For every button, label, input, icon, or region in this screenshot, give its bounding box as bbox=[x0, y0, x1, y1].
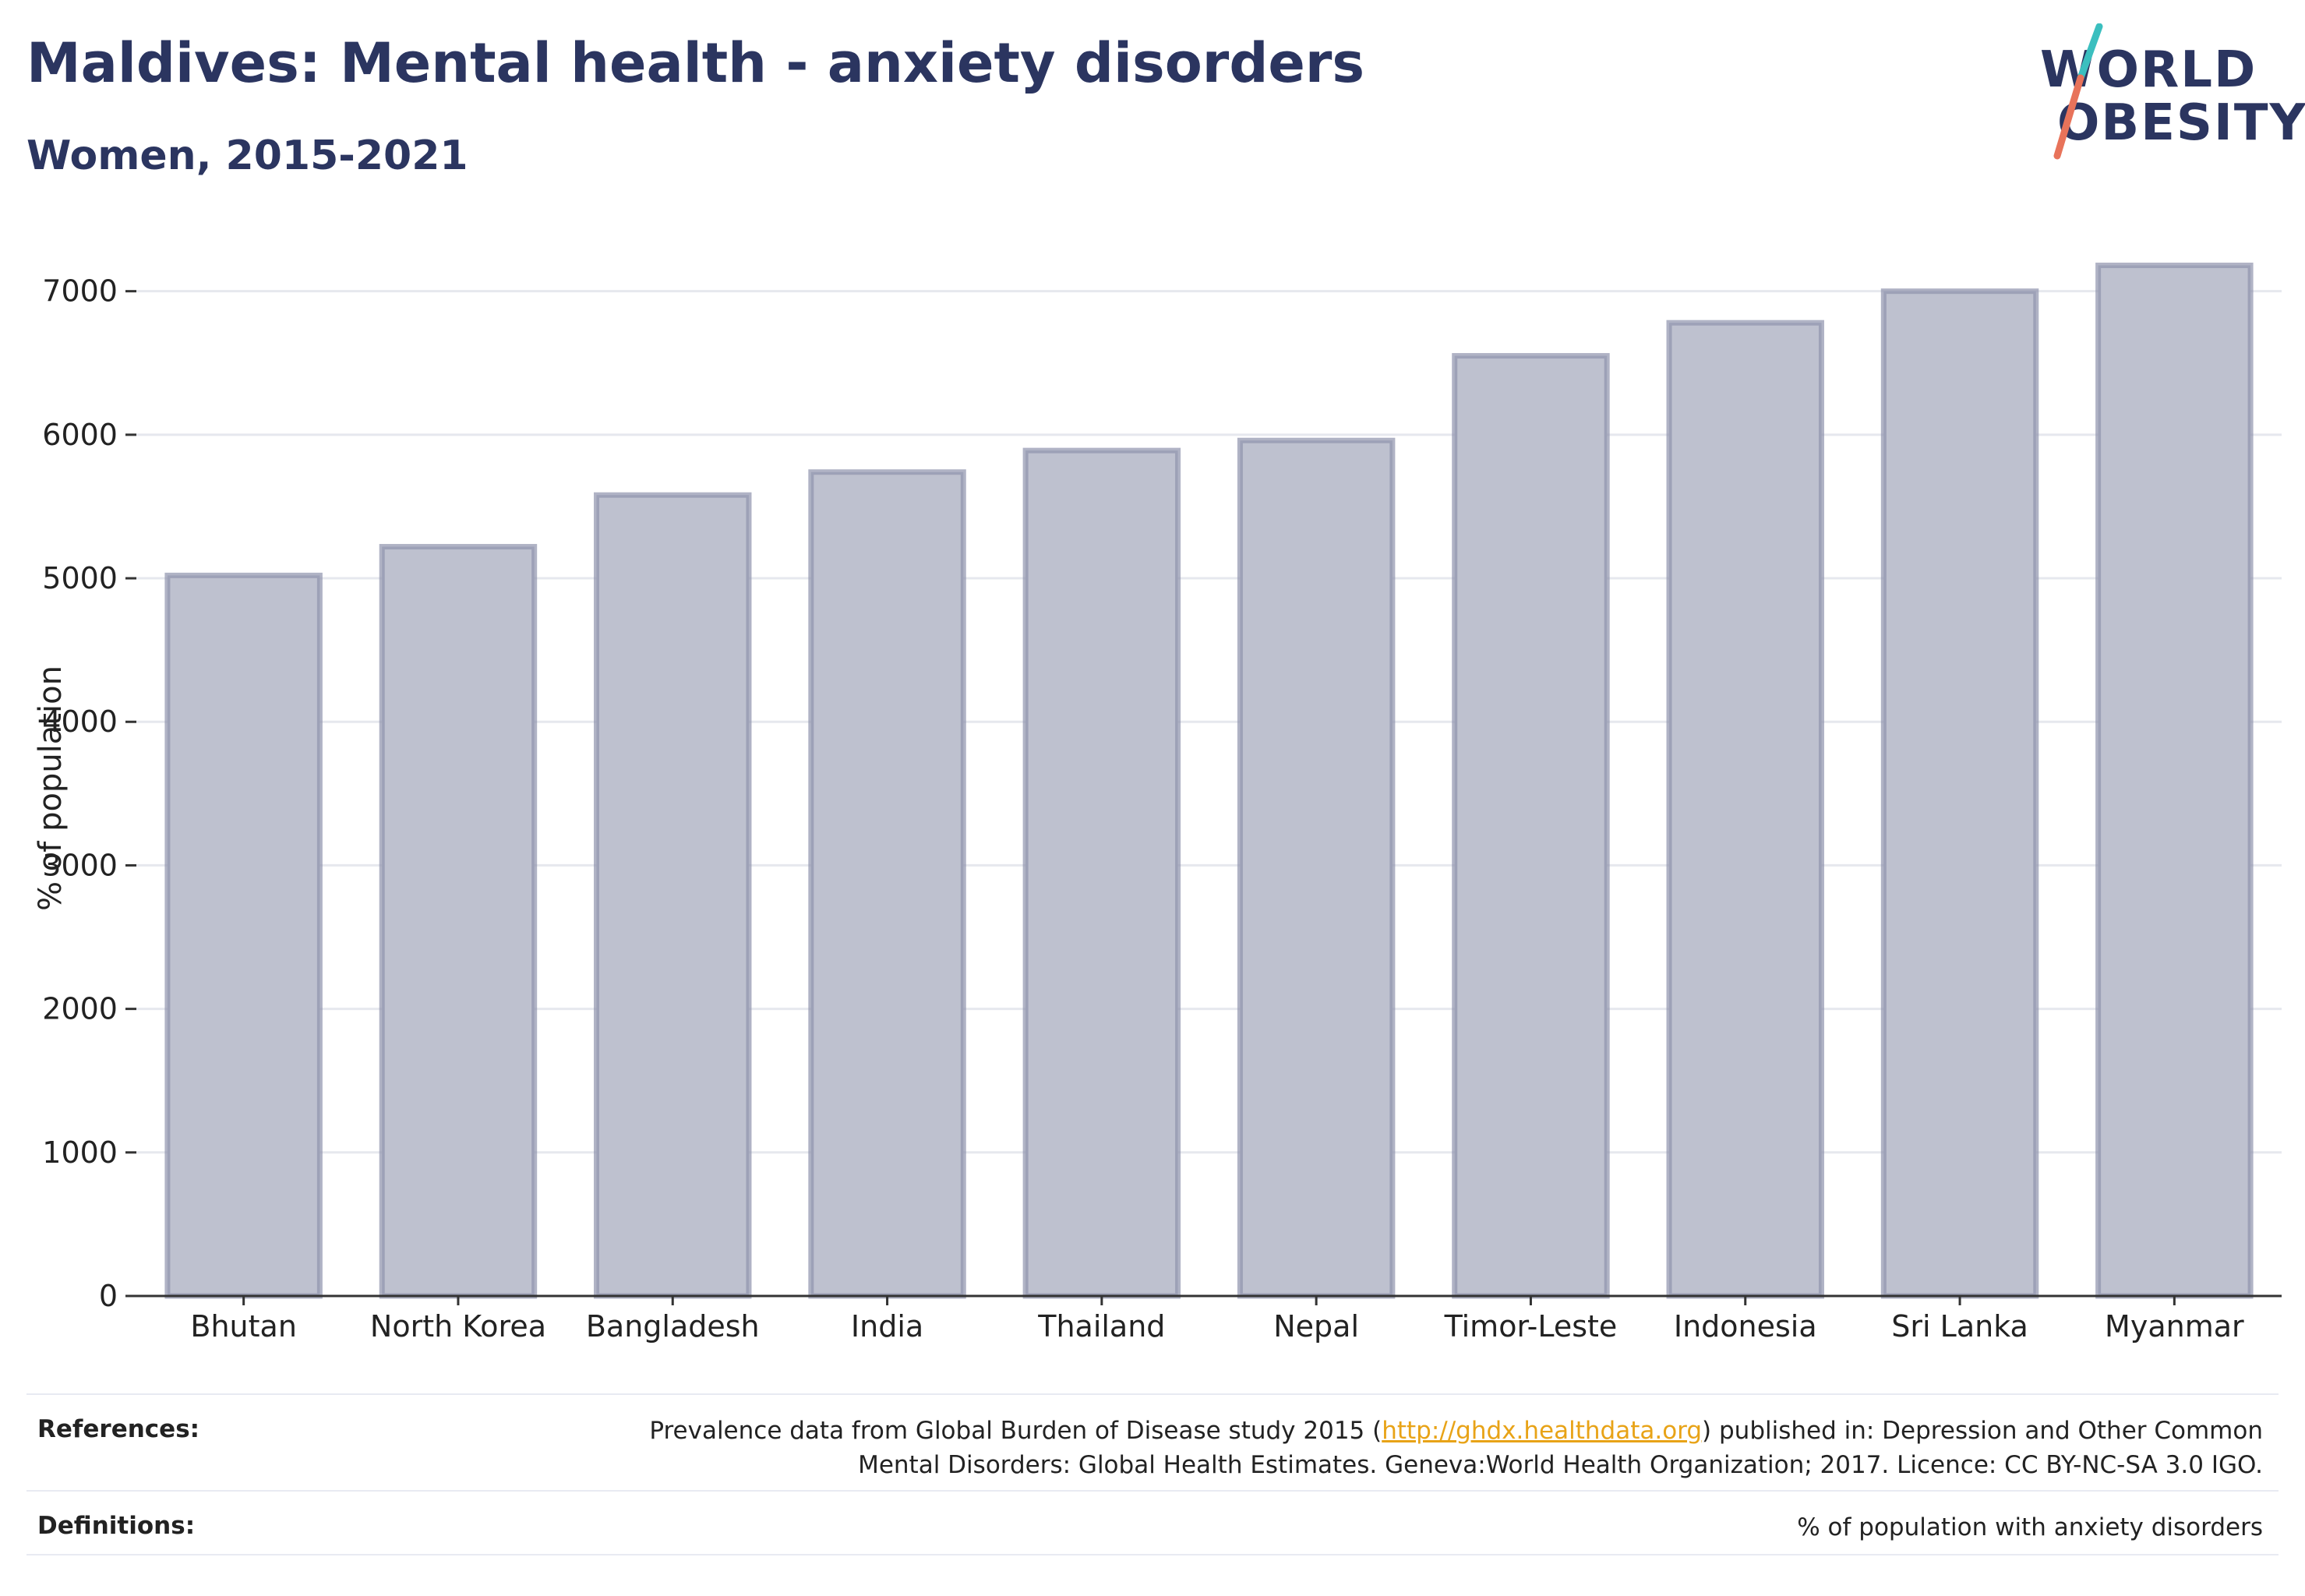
bar-indonesia[interactable] bbox=[1666, 320, 1824, 1299]
bar-myanmar[interactable] bbox=[2095, 263, 2254, 1299]
x-tick-label: Nepal bbox=[1273, 1309, 1359, 1344]
definitions-section: Definitions: % of population with anxiet… bbox=[26, 1496, 2279, 1551]
bar-chart: 0 1000 2000 3000 4000 5000 6000 7000 Bhutan North… bbox=[33, 263, 2282, 1344]
y-axis-label: % of population bbox=[33, 666, 69, 911]
footer-divider-bottom bbox=[26, 1554, 2279, 1555]
bars bbox=[164, 263, 2254, 1299]
footer-divider-middle bbox=[26, 1490, 2279, 1492]
x-tick-label: Bhutan bbox=[190, 1309, 297, 1344]
x-tick-label: Sri Lanka bbox=[1891, 1309, 2028, 1344]
bar-bhutan[interactable] bbox=[164, 572, 323, 1299]
bar-india[interactable] bbox=[808, 469, 966, 1299]
y-tick-label: 1000 bbox=[42, 1135, 118, 1170]
bar-north-korea[interactable] bbox=[379, 544, 538, 1299]
references-text-before: Prevalence data from Global Burden of Di… bbox=[649, 1417, 1382, 1445]
references-text-after: ) published in: Depression and Other Com… bbox=[1702, 1417, 2263, 1445]
references-section: References: Prevalence data from Global … bbox=[26, 1403, 2279, 1488]
y-tick-label: 7000 bbox=[42, 274, 118, 309]
definitions-label: Definitions: bbox=[37, 1512, 196, 1540]
references-text-line2: Mental Disorders: Global Health Estimate… bbox=[858, 1451, 2263, 1479]
bar-bangladesh[interactable] bbox=[594, 492, 752, 1299]
y-tick-label: 0 bbox=[99, 1279, 118, 1313]
axes: 0 1000 2000 3000 4000 5000 6000 7000 Bhutan North… bbox=[42, 274, 2282, 1344]
chart-subtitle: Women, 2015-2021 bbox=[26, 132, 468, 179]
x-tick-label: Indonesia bbox=[1674, 1309, 1817, 1344]
y-tick-label: 5000 bbox=[42, 561, 118, 595]
bar-nepal[interactable] bbox=[1237, 437, 1396, 1299]
x-tick-label: Thailand bbox=[1037, 1309, 1165, 1344]
x-tick-label: India bbox=[851, 1309, 923, 1344]
chart-title: Maldives: Mental health - anxiety disord… bbox=[26, 31, 1365, 95]
footer-divider-top bbox=[26, 1393, 2279, 1395]
x-tick-label: Bangladesh bbox=[586, 1309, 760, 1344]
logo-slash-icon bbox=[2053, 23, 2103, 160]
x-tick-label: North Korea bbox=[370, 1309, 546, 1344]
y-tick-label: 3000 bbox=[42, 848, 118, 882]
y-tick-label: 4000 bbox=[42, 704, 118, 739]
bar-timor-leste[interactable] bbox=[1452, 353, 1610, 1299]
definitions-text: % of population with anxiety disorders bbox=[1797, 1513, 2263, 1541]
references-label: References: bbox=[37, 1415, 200, 1443]
world-obesity-logo[interactable]: WORLD OBESITY bbox=[2018, 23, 2305, 164]
x-tick-label: Myanmar bbox=[2105, 1309, 2244, 1344]
logo-text-obesity: OBESITY bbox=[2057, 94, 2305, 152]
y-tick-label: 2000 bbox=[42, 992, 118, 1026]
references-text: Prevalence data from Global Burden of Di… bbox=[649, 1414, 2263, 1482]
y-tick-label: 6000 bbox=[42, 418, 118, 452]
x-tick-label: Timor-Leste bbox=[1444, 1309, 1618, 1344]
references-link[interactable]: http://ghdx.healthdata.org bbox=[1382, 1417, 1703, 1445]
bar-thailand[interactable] bbox=[1022, 447, 1181, 1299]
bar-sri-lanka[interactable] bbox=[1880, 288, 2039, 1299]
